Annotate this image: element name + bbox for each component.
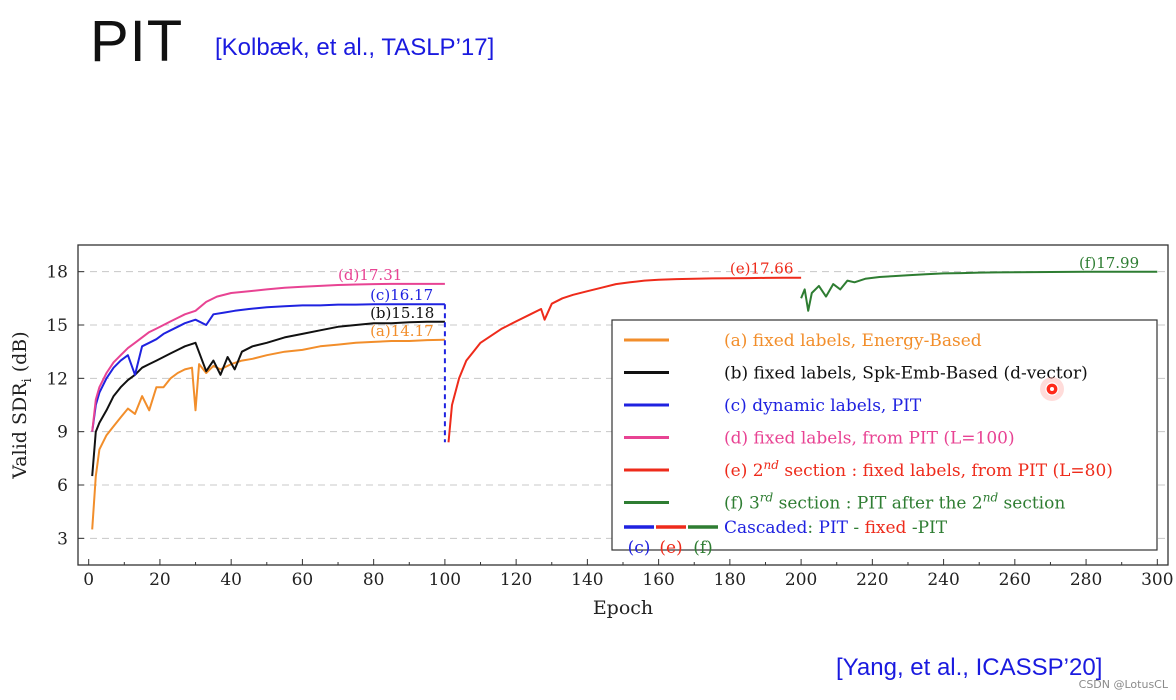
- reference-top: [Kolbæk, et al., TASLP’17]: [215, 34, 495, 61]
- y-tick-label: 3: [57, 529, 68, 549]
- y-tick-label: 9: [57, 423, 68, 443]
- annotation-label: (c)16.17: [370, 286, 433, 304]
- watermark: CSDN @LotusCL: [1078, 678, 1168, 691]
- series-line-c: [91, 303, 445, 432]
- legend-entry: (f) 3rd section : PIT after the 2nd sect…: [724, 491, 1065, 514]
- legend-entry: (e) 2nd section : fixed labels, from PIT…: [724, 458, 1113, 481]
- x-tick-label: 40: [220, 570, 242, 590]
- y-tick-label: 6: [57, 476, 68, 496]
- x-tick-label: 120: [500, 570, 532, 590]
- x-tick-label: 0: [83, 570, 94, 590]
- legend: (a) fixed labels, Energy-Based (b) fixed …: [611, 319, 1158, 558]
- x-tick-label: 160: [642, 570, 674, 590]
- legend-cascaded-entry: Cascaded: PIT - fixed -PIT: [724, 518, 948, 538]
- x-tick-label: 20: [149, 570, 171, 590]
- cascade-swatch-label: (f): [693, 538, 713, 558]
- annotation-label: (f)17.99: [1079, 254, 1139, 272]
- legend-entry: (a) fixed labels, Energy-Based: [724, 331, 982, 351]
- series-line-b: [91, 320, 445, 477]
- legend-box: [611, 319, 1158, 551]
- annotation-label: (d)17.31: [338, 266, 402, 284]
- annotation-label: (b)15.18: [370, 304, 434, 322]
- legend-entry: (c) dynamic labels, PIT: [724, 396, 922, 416]
- series-line-f: [800, 270, 1158, 312]
- y-axis-label: Valid SDRi (dB): [9, 331, 35, 479]
- slide-title: PIT: [90, 9, 184, 74]
- x-tick-label: 200: [785, 570, 817, 590]
- x-tick-label: 260: [999, 570, 1031, 590]
- y-tick-label: 15: [46, 316, 68, 336]
- legend-entry: (b) fixed labels, Spk-Emb-Based (d-vecto…: [724, 364, 1088, 384]
- end-value-annotations: (d)17.31 (c)16.17(b)15.18(a)14.17 (e)17.66…: [338, 254, 1139, 340]
- x-axis-label: Epoch: [593, 597, 653, 619]
- x-tick-label: 140: [571, 570, 603, 590]
- y-tick-label: 12: [46, 369, 68, 389]
- series-line-a: [91, 338, 445, 530]
- series-line-d: [91, 282, 445, 432]
- reference-bottom: [Yang, et al., ICASSP’20]: [836, 654, 1103, 681]
- annotation-label: (e)17.66: [730, 260, 794, 278]
- x-tick-label: 180: [714, 570, 746, 590]
- annotation-label: (a)14.17: [370, 322, 434, 340]
- series-lines: [91, 270, 1158, 530]
- x-tick-label: 220: [856, 570, 888, 590]
- cursor-highlight-icon: [1040, 377, 1064, 401]
- legend-entry: (d) fixed labels, from PIT (L=100): [724, 429, 1015, 449]
- cascade-swatch-label: (c): [628, 538, 651, 558]
- x-tick-label: 60: [292, 570, 314, 590]
- y-tick-label: 18: [46, 263, 68, 283]
- x-tick-label: 100: [429, 570, 461, 590]
- x-tick-label: 80: [363, 570, 385, 590]
- x-tick-label: 280: [1070, 570, 1102, 590]
- cascade-swatch-label: (e): [659, 538, 682, 558]
- x-tick-label: 300: [1141, 570, 1173, 590]
- series-line-e: [447, 276, 802, 443]
- x-tick-label: 240: [927, 570, 959, 590]
